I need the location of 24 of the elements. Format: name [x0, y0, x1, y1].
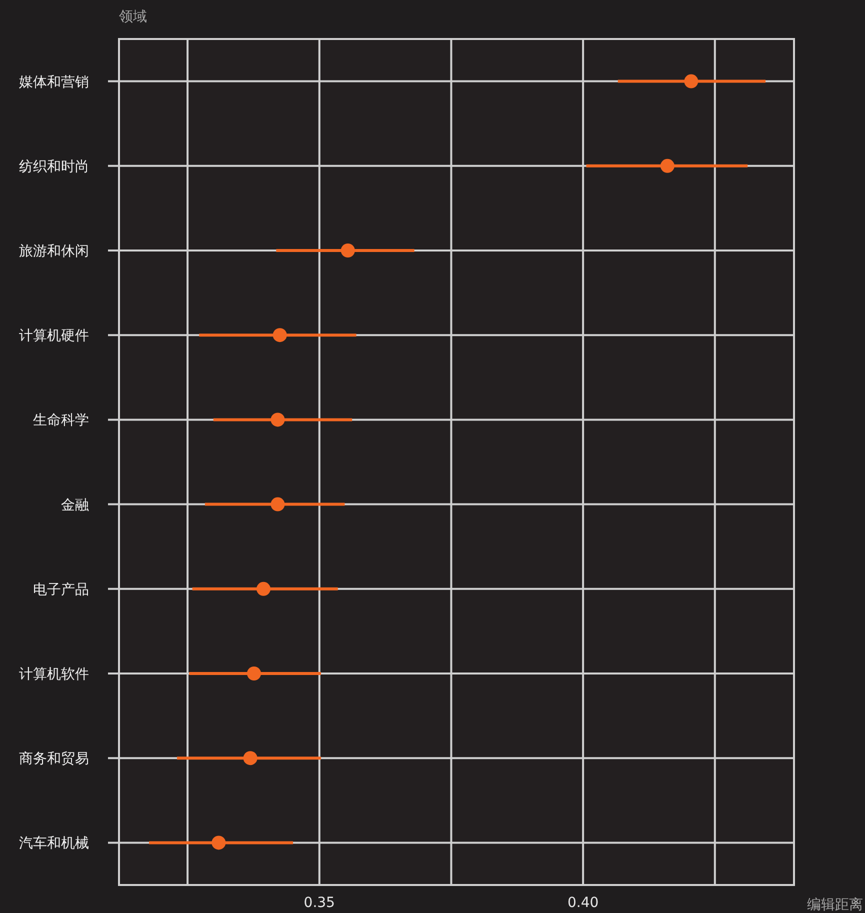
- y-tick-label: 金融: [61, 497, 89, 514]
- point: [247, 666, 261, 680]
- point: [270, 497, 285, 512]
- point: [684, 74, 698, 88]
- point: [243, 751, 258, 766]
- y-tick-label: 媒体和营销: [19, 74, 89, 90]
- point: [340, 244, 355, 258]
- y-tick-label: 纺织和时尚: [19, 158, 89, 175]
- point: [270, 412, 285, 427]
- y-tick-label: 商务和贸易: [19, 751, 89, 768]
- point: [256, 582, 270, 596]
- x-tick-label: 0.35: [304, 895, 335, 911]
- y-axis-title: 领域: [119, 9, 147, 25]
- x-axis-title: 编辑距离: [807, 897, 863, 913]
- y-tick-label: 计算机硬件: [19, 328, 89, 344]
- point: [212, 836, 226, 850]
- point: [272, 328, 287, 342]
- point: [660, 158, 674, 173]
- y-tick-label: 电子产品: [33, 582, 89, 598]
- y-tick-label: 旅游和休闲: [19, 244, 89, 260]
- x-tick-label: 0.40: [567, 895, 599, 911]
- y-tick-label: 生命科学: [33, 412, 89, 429]
- y-tick-label: 汽车和机械: [19, 836, 89, 852]
- y-tick-label: 计算机软件: [19, 666, 89, 682]
